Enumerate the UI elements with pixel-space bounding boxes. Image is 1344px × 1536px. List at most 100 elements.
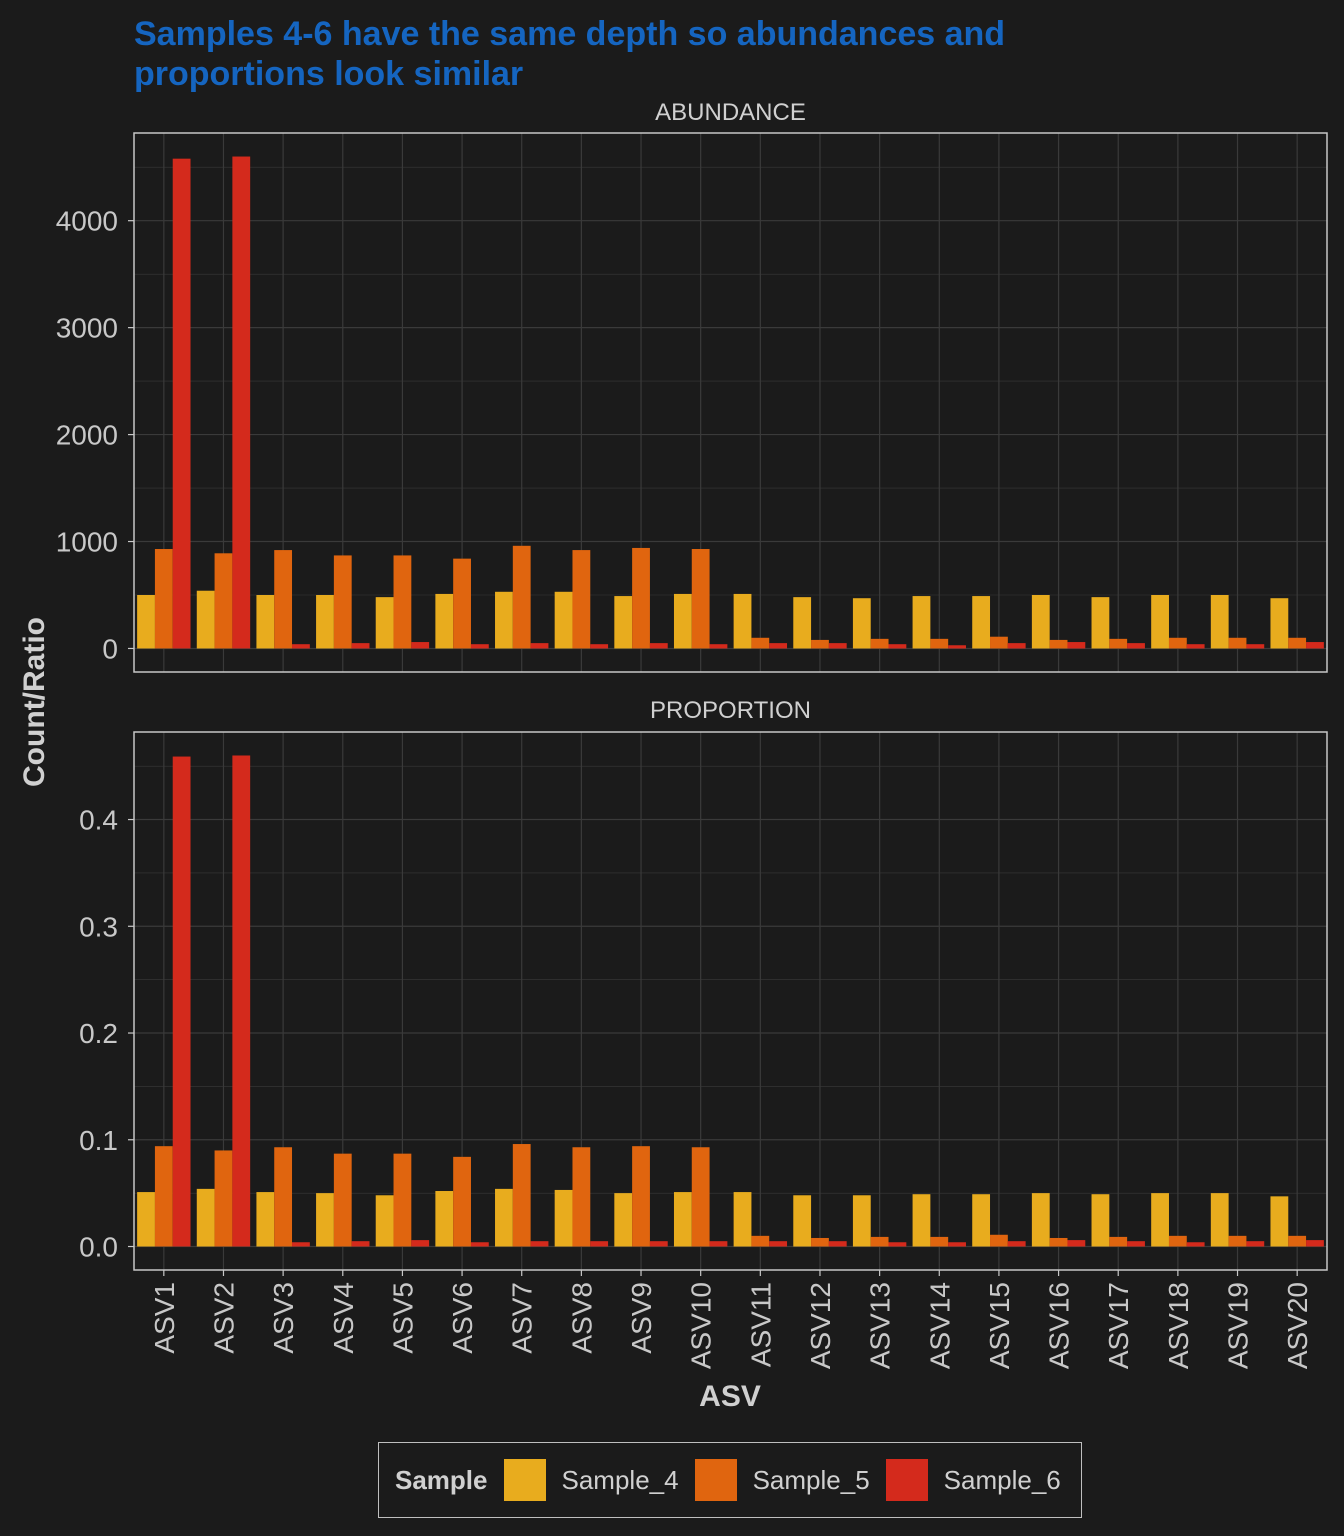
bar-sample-4-asv15 — [972, 596, 991, 649]
bar-sample-4-asv12 — [793, 597, 812, 649]
bar-sample-4-asv4 — [316, 595, 334, 649]
x-tick-label: ASV12 — [805, 1282, 836, 1369]
bar-sample-5-asv13 — [870, 1236, 889, 1247]
bar-sample-4-asv16 — [1031, 1193, 1050, 1247]
bar-sample-4-asv7 — [495, 591, 513, 649]
bar-sample-4-asv10 — [673, 593, 692, 649]
bar-sample-6-asv11 — [769, 643, 788, 649]
bar-sample-4-asv10 — [673, 1192, 692, 1247]
x-tick-label: ASV7 — [507, 1282, 538, 1354]
bar-sample-4-asv13 — [852, 598, 871, 649]
bar-sample-4-asv12 — [793, 1195, 812, 1247]
bar-sample-6-asv3 — [292, 644, 310, 649]
bar-sample-6-asv7 — [530, 643, 549, 649]
y-tick-label: 0.0 — [79, 1232, 118, 1263]
x-tick-label: ASV8 — [566, 1282, 597, 1354]
bar-sample-4-asv19 — [1210, 1193, 1229, 1247]
bar-sample-6-asv1 — [172, 756, 191, 1247]
bar-sample-5-asv7 — [512, 545, 531, 649]
bar-sample-4-asv16 — [1031, 595, 1050, 649]
x-tick-label: ASV6 — [447, 1282, 478, 1354]
bar-sample-5-asv3 — [274, 1147, 293, 1247]
bar-sample-5-asv7 — [512, 1144, 531, 1247]
bar-sample-5-asv6 — [453, 1156, 471, 1247]
bar-sample-6-asv6 — [470, 1242, 489, 1247]
bar-sample-6-asv20 — [1306, 1240, 1324, 1247]
panel-strip-label: ABUNDANCE — [655, 99, 806, 126]
bar-sample-6-asv5 — [411, 1240, 430, 1247]
bar-sample-5-asv14 — [930, 1236, 949, 1247]
y-tick-label: 0.2 — [79, 1018, 118, 1049]
bar-sample-4-asv6 — [435, 593, 454, 649]
bar-sample-4-asv11 — [733, 1192, 752, 1247]
panel-proportion: PROPORTION 0.0 0.1 0.2 0.3 0.4 — [79, 697, 1328, 1271]
bar-sample-4-asv7 — [495, 1188, 513, 1247]
bar-sample-6-asv12 — [828, 643, 847, 649]
bar-sample-5-asv11 — [751, 637, 770, 649]
bar-sample-6-asv5 — [411, 642, 430, 649]
y-tick-label: 0 — [102, 633, 118, 664]
bar-sample-6-asv4 — [351, 1241, 370, 1247]
bar-sample-6-asv16 — [1067, 642, 1086, 649]
bar-sample-4-asv18 — [1151, 1193, 1169, 1247]
legend-item-sample-6: Sample_6 — [885, 1459, 1061, 1501]
bar-sample-5-asv19 — [1228, 637, 1247, 649]
x-tick-label: ASV11 — [745, 1282, 776, 1367]
legend-label-sample-4: Sample_4 — [561, 1464, 679, 1495]
bar-sample-6-asv6 — [470, 644, 489, 649]
bar-sample-6-asv11 — [769, 1241, 788, 1247]
bar-sample-6-asv10 — [709, 1241, 728, 1247]
bar-sample-4-asv2 — [196, 590, 215, 649]
bar-sample-4-asv1 — [137, 1192, 155, 1247]
bar-sample-4-asv17 — [1091, 597, 1110, 649]
bar-sample-6-asv9 — [649, 643, 668, 649]
bar-sample-6-asv12 — [828, 1241, 847, 1247]
bar-sample-5-asv15 — [990, 1234, 1008, 1247]
bar-sample-6-asv15 — [1007, 643, 1026, 649]
bar-sample-6-asv4 — [351, 643, 370, 649]
bar-sample-6-asv15 — [1007, 1241, 1026, 1247]
bar-sample-4-asv20 — [1270, 1196, 1289, 1247]
legend-item-sample-5: Sample_5 — [694, 1459, 870, 1501]
bar-sample-6-asv13 — [888, 644, 907, 649]
bar-sample-6-asv18 — [1186, 644, 1205, 649]
bar-sample-5-asv19 — [1228, 1235, 1247, 1247]
bar-sample-5-asv17 — [1109, 1236, 1128, 1247]
panel-strip-label: PROPORTION — [650, 697, 811, 724]
bar-sample-6-asv19 — [1246, 1241, 1265, 1247]
bar-sample-5-asv16 — [1049, 1237, 1068, 1247]
bar-sample-4-asv20 — [1270, 598, 1289, 649]
bar-sample-5-asv12 — [811, 639, 829, 649]
bar-sample-6-asv14 — [948, 1242, 966, 1247]
bar-sample-6-asv9 — [649, 1241, 668, 1247]
x-tick-label: ASV20 — [1282, 1282, 1313, 1369]
x-axis-label: ASV — [699, 1380, 761, 1413]
bar-sample-6-asv13 — [888, 1242, 907, 1247]
bar-sample-5-asv10 — [691, 549, 710, 649]
bar-sample-5-asv15 — [990, 636, 1008, 649]
bar-sample-6-asv2 — [232, 755, 251, 1247]
x-tick-label: ASV1 — [149, 1282, 180, 1354]
bar-sample-5-asv2 — [214, 1150, 233, 1247]
x-tick-label: ASV10 — [686, 1282, 717, 1369]
bar-sample-6-asv17 — [1127, 643, 1145, 649]
bar-sample-6-asv20 — [1306, 642, 1324, 649]
bar-sample-5-asv4 — [333, 555, 352, 649]
panel-abundance: ABUNDANCE 0 1000 2000 3000 4000 — [56, 99, 1328, 673]
bar-sample-6-asv1 — [172, 158, 191, 649]
bar-sample-6-asv19 — [1246, 644, 1265, 649]
bar-sample-4-asv8 — [554, 1189, 573, 1247]
bar-sample-5-asv3 — [274, 550, 293, 649]
bar-sample-5-asv18 — [1168, 637, 1187, 649]
bar-sample-4-asv5 — [375, 1195, 394, 1247]
bar-sample-4-asv15 — [972, 1194, 991, 1247]
y-tick-label: 1000 — [56, 527, 118, 558]
bar-sample-5-asv5 — [393, 555, 412, 649]
x-tick-label: ASV14 — [924, 1282, 955, 1369]
bar-sample-6-asv16 — [1067, 1240, 1086, 1247]
x-tick-label: ASV3 — [268, 1282, 299, 1354]
bar-sample-5-asv20 — [1288, 1235, 1307, 1247]
bar-sample-6-asv14 — [948, 645, 966, 649]
y-tick-label: 3000 — [56, 313, 118, 344]
